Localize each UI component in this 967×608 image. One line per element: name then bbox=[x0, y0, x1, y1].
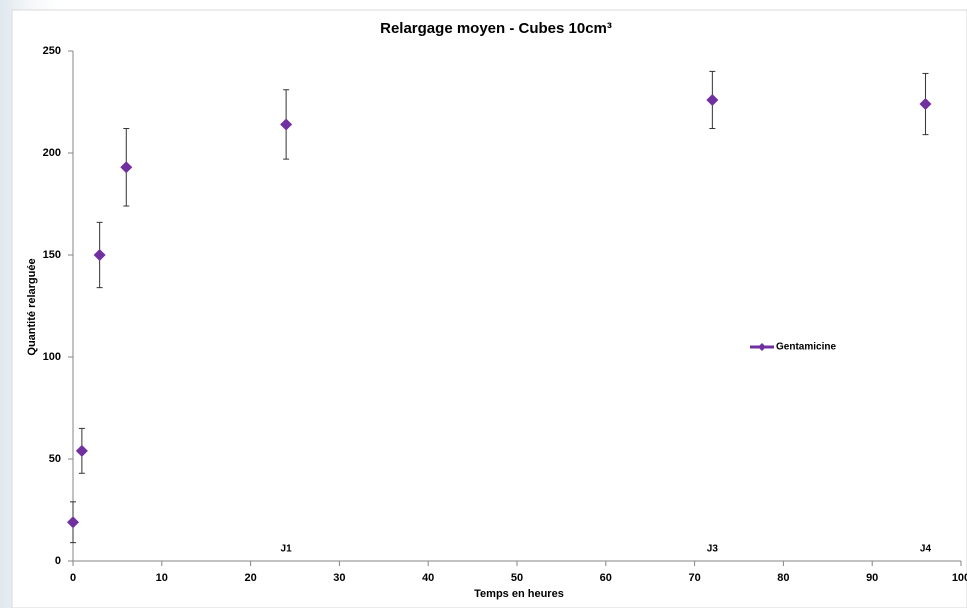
marker bbox=[919, 98, 932, 111]
x-tick-label: 30 bbox=[333, 572, 345, 584]
marker bbox=[280, 118, 293, 131]
marker bbox=[67, 516, 79, 529]
x-tick-label: 40 bbox=[422, 572, 434, 584]
y-tick-label: 150 bbox=[43, 249, 61, 261]
annotation: J4 bbox=[920, 544, 932, 555]
y-tick-label: 50 bbox=[49, 453, 61, 465]
chart-title: Relargage moyen - Cubes 10cm³ bbox=[380, 20, 612, 37]
y-tick-label: 250 bbox=[43, 45, 61, 57]
x-tick-label: 80 bbox=[777, 572, 789, 584]
x-tick-label: 0 bbox=[70, 572, 76, 584]
y-tick-label: 100 bbox=[43, 351, 61, 363]
x-tick-label: 60 bbox=[600, 572, 612, 584]
x-tick-label: 100 bbox=[952, 572, 967, 584]
x-tick-label: 10 bbox=[156, 572, 168, 584]
x-tick-label: 70 bbox=[688, 572, 700, 584]
x-tick-label: 90 bbox=[866, 572, 878, 584]
y-tick-label: 200 bbox=[43, 147, 61, 159]
annotation: J3 bbox=[707, 544, 719, 555]
chart-area bbox=[11, 9, 967, 608]
marker bbox=[75, 444, 88, 457]
marker bbox=[706, 93, 719, 106]
x-axis-label: Temps en heures bbox=[474, 588, 564, 600]
legend-marker bbox=[758, 343, 766, 351]
y-axis-label: Quantité relarguée bbox=[26, 258, 38, 355]
marker bbox=[120, 161, 133, 174]
x-tick-label: 50 bbox=[511, 572, 523, 584]
x-tick-label: 20 bbox=[244, 572, 256, 584]
annotation: J1 bbox=[281, 544, 293, 555]
marker bbox=[93, 249, 106, 261]
legend-label: Gentamicine bbox=[776, 342, 836, 353]
y-tick-label: 0 bbox=[55, 555, 61, 567]
